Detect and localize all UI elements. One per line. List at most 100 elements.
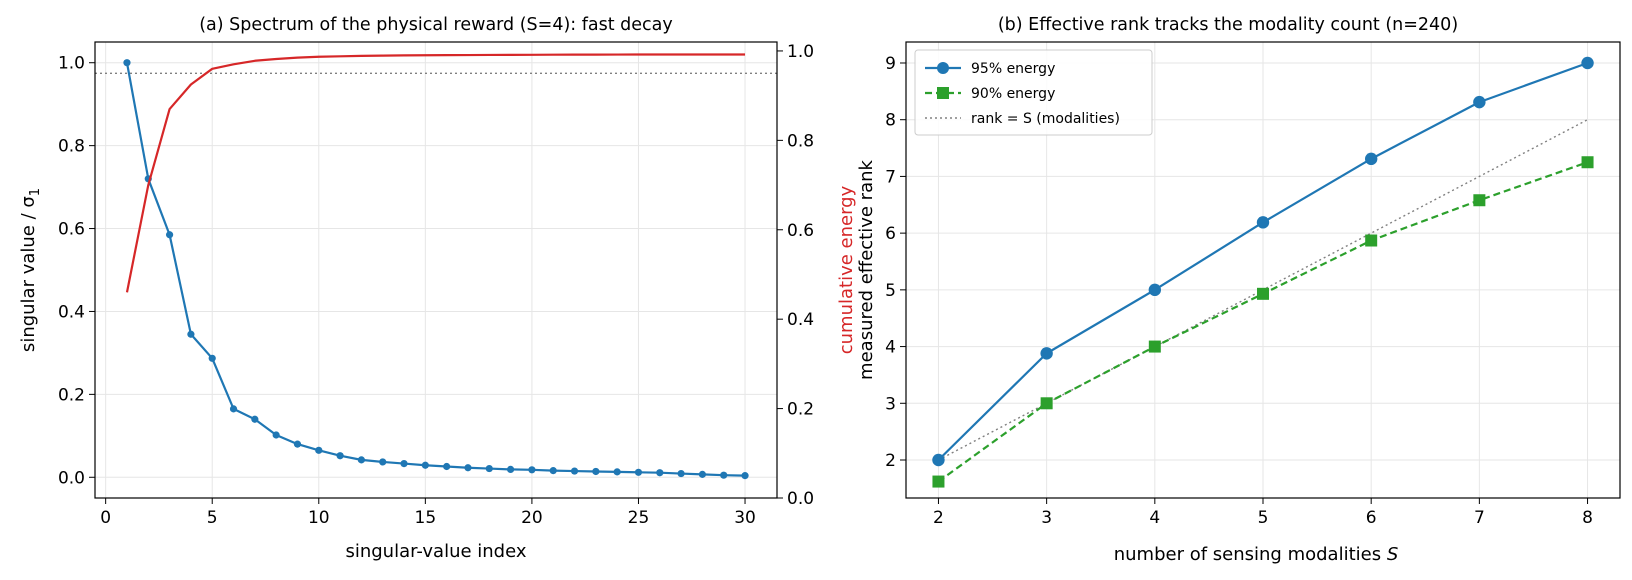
x-tick-label-15: 15 [415, 508, 437, 528]
x-tick-label-5: 5 [207, 508, 218, 528]
x-tick-label-4: 4 [1149, 508, 1160, 528]
singular-value-point-30 [741, 472, 749, 480]
singular-value-point-5 [208, 354, 216, 362]
chart-a-grid [95, 42, 777, 498]
point-95-energy-8 [1581, 56, 1594, 70]
x-tick-label-10: 10 [308, 508, 330, 528]
singular-value-point-15 [421, 461, 429, 469]
x-tick-label-3: 3 [1041, 508, 1052, 528]
point-90-energy-5 [1257, 287, 1269, 300]
point-95-energy-7 [1473, 95, 1486, 109]
chart-a-y-label: singular value / σ1 [18, 188, 43, 352]
point-90-energy-7 [1473, 194, 1486, 207]
y-tick-label-1.0: 1.0 [58, 54, 85, 74]
singular-value-point-6 [229, 405, 238, 413]
point-95-energy-6 [1364, 152, 1378, 166]
chart-b-y-ticks: 2 3 4 5 6 7 8 9 [885, 54, 906, 471]
y2-tick-label-0.4: 0.4 [787, 310, 814, 330]
y-tick-label-0.4: 0.4 [58, 302, 85, 322]
y-tick-label-5: 5 [885, 281, 896, 301]
x-tick-label-8: 8 [1582, 508, 1593, 528]
y-tick-label-0.6: 0.6 [58, 220, 85, 240]
chart-b-series [932, 56, 1594, 488]
singular-value-point-18 [485, 464, 493, 473]
singular-value-point-4 [187, 330, 195, 338]
y-tick-label-4: 4 [885, 338, 896, 358]
legend-label: 95% energy [971, 61, 1055, 77]
singular-value-point-7 [251, 415, 259, 423]
singular-value-point-9 [293, 440, 302, 448]
chart-b-legend: 95% energy 90% energy rank = S (modaliti… [914, 49, 1153, 136]
chart-a-y-ticks: 0.0 0.2 0.4 0.6 0.8 1.0 [58, 54, 95, 488]
legend-frame [914, 49, 1153, 136]
legend-label: 90% energy [971, 86, 1055, 102]
singular-value-point-28 [698, 470, 707, 478]
point-95-energy-3 [1040, 347, 1053, 360]
chart-a-x-ticks: 0 5 10 15 20 25 30 [100, 498, 756, 528]
singular-value-point-8 [272, 431, 280, 439]
chart-b: (b) Effective rank tracks the modality c… [856, 15, 1621, 565]
y-tick-label-2: 2 [885, 451, 896, 471]
y-tick-label-0.8: 0.8 [58, 137, 85, 157]
singular-value-point-22 [570, 467, 579, 475]
chart-a-title: (a) Spectrum of the physical reward (S=4… [199, 15, 673, 35]
singular-value-point-11 [336, 452, 344, 460]
chart-b-y-label: measured effective rank [856, 159, 877, 379]
y-tick-label-0.0: 0.0 [58, 468, 85, 488]
y2-tick-label-0.6: 0.6 [787, 221, 814, 241]
chart-b-title: (b) Effective rank tracks the modality c… [998, 15, 1458, 35]
legend-item-95-energy: 95% energy [925, 61, 1055, 77]
chart-b-grid [906, 42, 1620, 498]
singular-value-point-12 [357, 456, 366, 464]
singular-value-point-1 [123, 59, 131, 67]
x-tick-label-5: 5 [1258, 508, 1269, 528]
singular-value-point-27 [677, 469, 685, 478]
singular-value-point-24 [613, 468, 621, 476]
y2-tick-label-0.8: 0.8 [787, 131, 814, 151]
chart-a-y2-ticks: 0.0 0.2 0.4 0.6 0.8 1.0 [777, 42, 814, 509]
point-90-energy-2 [932, 475, 945, 488]
cumulative-energy-line [125, 53, 746, 293]
chart-a-y2-label: cumulative energy [836, 185, 857, 354]
singular-value-point-10 [315, 446, 323, 454]
point-90-energy-3 [1040, 397, 1053, 410]
point-90-energy-4 [1148, 340, 1161, 353]
point-95-energy-4 [1148, 283, 1162, 297]
y-tick-label-3: 3 [885, 394, 896, 414]
y2-tick-label-1.0: 1.0 [787, 42, 814, 62]
x-tick-label-25: 25 [628, 508, 650, 528]
y-tick-label-7: 7 [885, 167, 896, 187]
chart-b-x-ticks: 2 3 4 5 6 7 8 [933, 498, 1593, 528]
singular-value-point-26 [656, 469, 664, 477]
point-95-energy-2 [932, 453, 945, 467]
chart-a: (a) Spectrum of the physical reward (S=4… [18, 15, 857, 562]
y2-tick-label-0.0: 0.0 [787, 489, 814, 509]
chart-a-x-label: singular-value index [345, 541, 526, 562]
singular-value-point-16 [443, 462, 451, 471]
x-tick-label-30: 30 [734, 508, 756, 528]
singular-value-point-29 [720, 471, 728, 479]
singular-value-point-17 [464, 464, 472, 472]
y2-tick-label-0.2: 0.2 [787, 400, 814, 420]
singular-value-point-20 [528, 466, 536, 474]
point-95-energy-5 [1256, 216, 1270, 229]
x-tick-label-20: 20 [521, 508, 543, 528]
singular-value-point-3 [165, 231, 174, 239]
x-tick-label-0: 0 [100, 508, 111, 528]
point-90-energy-8 [1581, 156, 1594, 169]
singular-value-point-21 [549, 467, 557, 475]
y-tick-label-0.2: 0.2 [58, 385, 85, 405]
singular-value-point-13 [379, 458, 387, 466]
x-tick-label-6: 6 [1366, 508, 1377, 528]
chart-a-frame [94, 41, 778, 499]
legend-item-rank-equals-s: rank = S (modalities) [925, 111, 1120, 127]
x-tick-label-7: 7 [1474, 508, 1485, 528]
x-tick-label-2: 2 [933, 508, 944, 528]
singular-value-point-19 [506, 465, 515, 473]
singular-value-line [125, 62, 746, 477]
singular-value-point-23 [592, 467, 600, 476]
legend-swatch-marker [937, 62, 949, 74]
y-tick-label-6: 6 [885, 224, 896, 244]
legend-swatch-marker [937, 87, 949, 99]
